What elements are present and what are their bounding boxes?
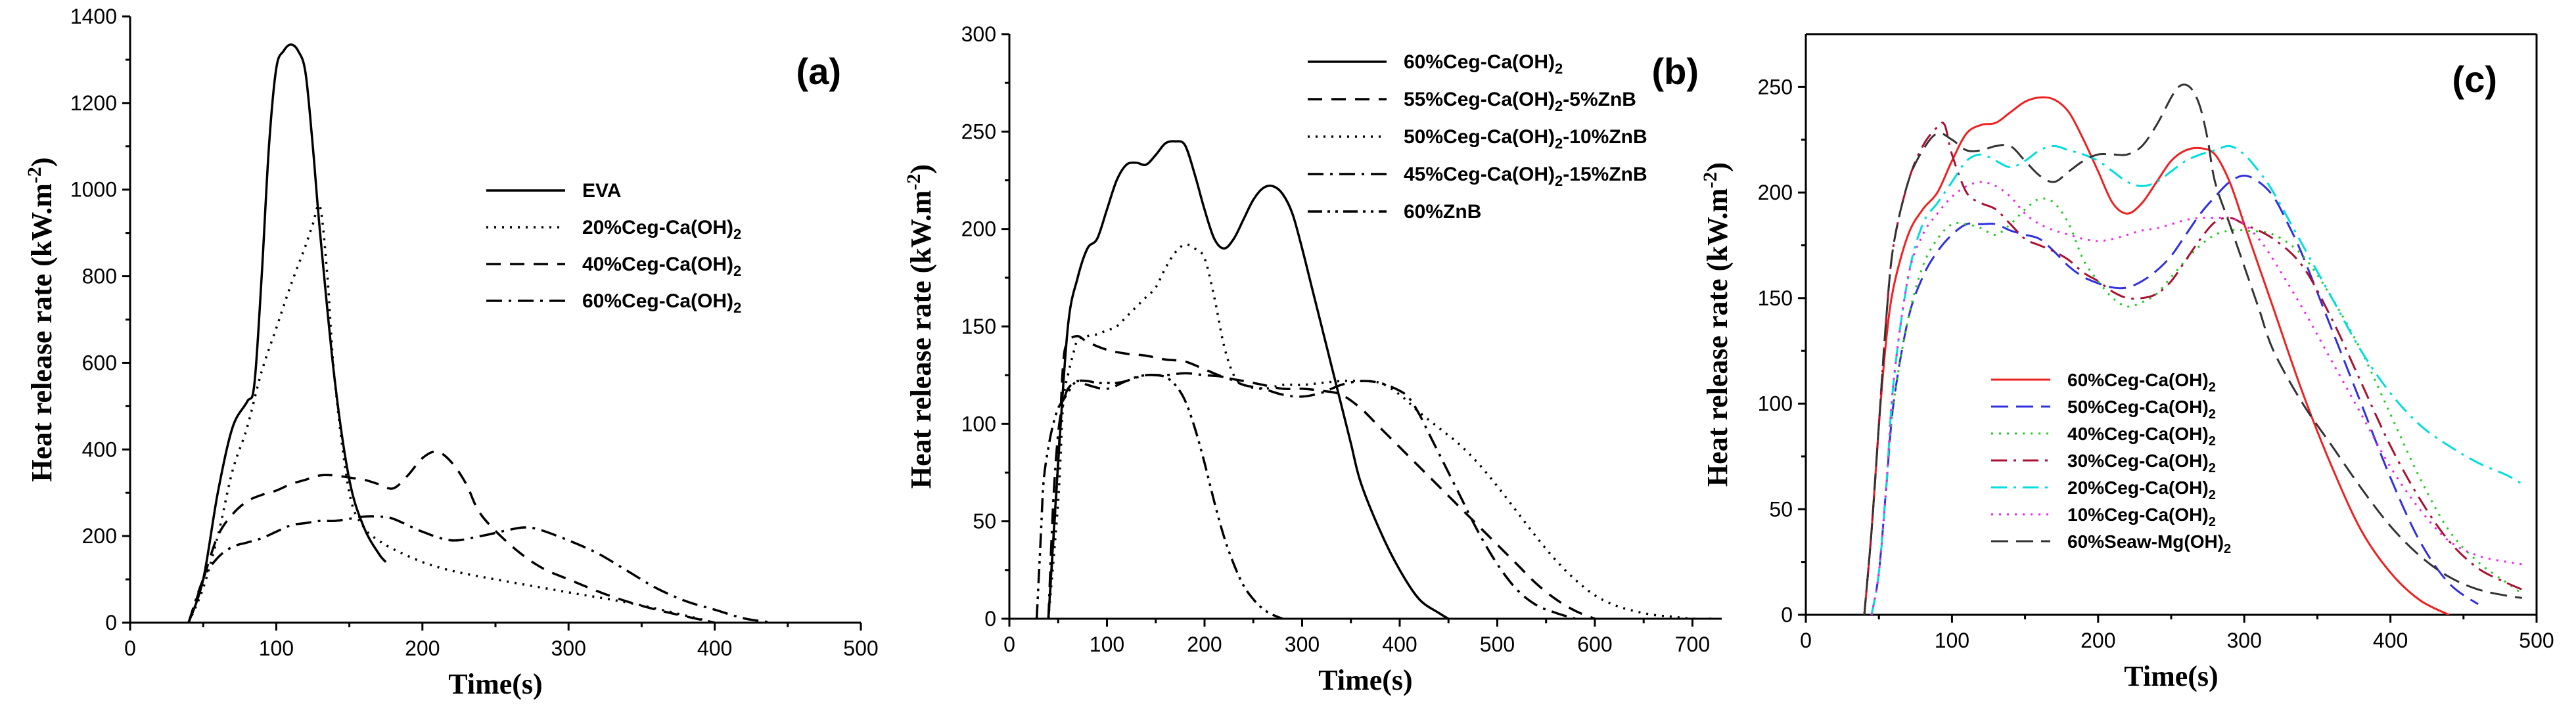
panel-label: (a) (796, 51, 841, 92)
y-tick-label: 50 (1769, 497, 1793, 521)
series-line-3 (187, 450, 715, 623)
legend-entry: 40%Ceg-Ca(OH)2 (582, 254, 741, 279)
legend-entry: 40%Ceg-Ca(OH)2 (2067, 424, 2216, 449)
y-tick-label: 0 (984, 607, 996, 631)
legend-entry: 50%Ceg-Ca(OH)2-10%ZnB (1404, 126, 1647, 152)
x-tick-label: 0 (124, 636, 136, 660)
y-tick-label: 0 (1781, 603, 1793, 627)
y-tick-label: 150 (961, 315, 996, 338)
series-line-4 (1863, 122, 2523, 615)
y-tick-label: 200 (961, 217, 996, 241)
y-tick-label: 0 (105, 611, 117, 634)
y-axis-title: Heat release rate (kW.m-2) (1699, 162, 1734, 487)
y-tick-label: 1000 (70, 178, 117, 202)
legend-entry: 60%ZnB (1404, 201, 1481, 223)
legend: 60%Ceg-Ca(OH)250%Ceg-Ca(OH)240%Ceg-Ca(OH… (1991, 370, 2231, 556)
y-tick-label: 1200 (70, 91, 117, 115)
x-tick-label: 200 (1187, 633, 1222, 656)
legend-entry: 10%Ceg-Ca(OH)2 (2067, 504, 2216, 529)
y-tick-label: 600 (82, 351, 117, 374)
y-tick-label: 400 (82, 437, 117, 461)
series-line-1 (1047, 140, 1450, 619)
x-tick-label: 300 (2227, 629, 2262, 652)
x-tick-label: 400 (697, 636, 732, 660)
legend-entry: 30%Ceg-Ca(OH)2 (2067, 451, 2216, 476)
panel-label: (b) (1651, 51, 1699, 92)
y-tick-label: 100 (961, 412, 996, 435)
legend: 60%Ceg-Ca(OH)2 55%Ceg-Ca(OH)2-5%ZnB 50%Ceg… (1308, 51, 1647, 223)
x-tick-label: 100 (259, 636, 294, 660)
x-tick-label: 500 (843, 636, 878, 660)
x-tick-label: 300 (551, 636, 586, 660)
y-axis-title: Heat release rate (kW.m-2) (903, 164, 937, 489)
series-line-2 (1047, 335, 1596, 619)
series-line-2 (187, 204, 716, 623)
y-tick-label: 50 (973, 510, 996, 533)
x-tick-label: 700 (1675, 633, 1710, 656)
x-axis-title: Time(s) (448, 668, 542, 700)
legend-entry: EVA (582, 180, 621, 202)
y-tick-label: 200 (82, 524, 117, 548)
x-tick-label: 0 (1003, 633, 1015, 656)
series-line-7 (1863, 83, 2523, 615)
panel-label: (c) (2452, 58, 2497, 100)
legend-entry: 55%Ceg-Ca(OH)2-5%ZnB (1404, 89, 1636, 114)
y-tick-label: 150 (1758, 286, 1793, 310)
y-tick-label: 800 (82, 265, 117, 288)
panel-a: 0 100 200 300 400 500 0 200 400 600 800 1000 1200 140… (24, 5, 879, 700)
series-line-5 (1870, 145, 2523, 615)
x-tick-label: 200 (2081, 629, 2115, 652)
x-tick-label: 300 (1285, 633, 1320, 656)
legend: EVA 20%Ceg-Ca(OH)2 40%Ceg-Ca(OH)2 60%Ceg-Ca… (486, 180, 741, 316)
legend-entry: 60%Ceg-Ca(OH)2 (1404, 51, 1563, 77)
x-tick-label: 200 (405, 636, 440, 660)
y-tick-label: 200 (1758, 181, 1793, 204)
y-tick-label: 300 (961, 22, 996, 46)
series-line-4 (1047, 372, 1576, 619)
y-tick-label: 250 (961, 120, 996, 143)
y-tick-label: 250 (1758, 75, 1793, 99)
y-tick-label: 100 (1758, 392, 1793, 416)
legend-entry: 20%Ceg-Ca(OH)2 (582, 217, 741, 242)
y-axis-title: Heat release rate (kW.m-2) (24, 157, 58, 481)
legend-entry: 60%Ceg-Ca(OH)2 (582, 290, 741, 316)
series-line-1 (187, 43, 387, 623)
series-line-6 (1870, 181, 2523, 615)
x-tick-label: 100 (1090, 633, 1124, 656)
legend-entry: 45%Ceg-Ca(OH)2-15%ZnB (1404, 164, 1647, 189)
series-line-5 (1035, 374, 1283, 619)
series-line-3 (1047, 243, 1713, 619)
x-tick-label: 400 (2373, 629, 2408, 652)
series-line-1 (1863, 96, 2450, 615)
series-line-2 (1870, 174, 2479, 615)
y-tick-label: 1400 (70, 5, 117, 28)
x-tick-label: 600 (1577, 633, 1612, 656)
x-tick-label: 500 (2519, 629, 2554, 652)
panel-b: 0 100 200 300 400 500 600 700 0 50 100 150 200 250 300… (903, 22, 1722, 696)
legend-entry: 50%Ceg-Ca(OH)2 (2067, 397, 2216, 422)
x-axis-title: Time(s) (1318, 664, 1412, 696)
x-tick-label: 500 (1480, 633, 1515, 656)
x-tick-label: 400 (1382, 633, 1417, 656)
legend-entry: 60%Seaw-Mg(OH)2 (2067, 531, 2231, 556)
panel-c: 0 100 200 300 400 500 0 50 100 150 200 250 Time(s) He… (1699, 33, 2554, 692)
x-tick-label: 0 (1800, 629, 1812, 652)
legend-entry: 60%Ceg-Ca(OH)2 (2067, 370, 2216, 395)
x-tick-label: 100 (1935, 629, 1969, 652)
x-axis-title: Time(s) (2124, 660, 2218, 692)
legend-entry: 20%Ceg-Ca(OH)2 (2067, 478, 2216, 502)
series-line-4 (187, 515, 773, 623)
